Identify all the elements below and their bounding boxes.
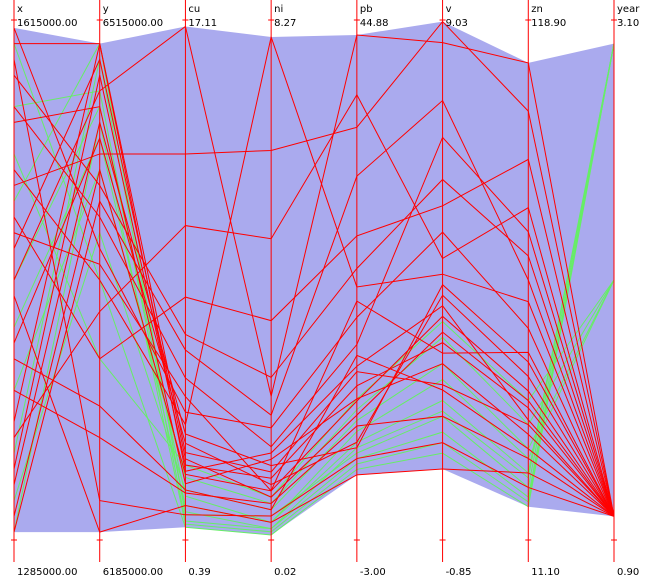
data-line (13, 27, 615, 517)
data-line (13, 153, 615, 498)
tick-label: 0.90 (617, 567, 639, 578)
tick-label: 6515000.00 (103, 18, 163, 29)
data-line (13, 43, 615, 536)
data-line (13, 389, 615, 517)
tick-label: 1615000.00 (17, 18, 77, 29)
tick-label: 118.90 (531, 18, 566, 29)
data-line (13, 122, 615, 517)
data-line (13, 74, 615, 517)
tick-label: 1285000.00 (17, 567, 77, 578)
data-line (13, 43, 615, 523)
tick-label: 0.02 (274, 567, 296, 578)
data-line (13, 99, 615, 533)
data-line (13, 59, 615, 517)
tick-label: -3.00 (360, 567, 386, 578)
data-line (13, 167, 615, 517)
axis-name: y (103, 4, 109, 15)
axis-name: ni (274, 4, 283, 15)
data-line (13, 158, 615, 517)
axis-name: zn (531, 4, 543, 15)
data-line (13, 295, 615, 533)
data-line (14, 43, 615, 517)
tick-label: 17.11 (188, 18, 217, 29)
axis-name: pb (360, 4, 373, 15)
tick-label: 0.39 (188, 567, 210, 578)
data-line (13, 43, 615, 530)
data-line (13, 25, 615, 517)
tick-label: -0.85 (446, 567, 472, 578)
data-line (13, 57, 615, 517)
axis-name: x (17, 4, 23, 15)
data-line (13, 20, 615, 517)
tick-label: 8.27 (274, 18, 296, 29)
data-line (13, 43, 615, 530)
data-line (13, 42, 615, 517)
axis-name: year (617, 4, 640, 15)
tick-label: 11.10 (531, 567, 560, 578)
tick-label: 9.03 (446, 18, 468, 29)
tick-label: 44.88 (360, 18, 389, 29)
data-line (13, 106, 615, 517)
data-line (13, 43, 615, 517)
tick-label: 6185000.00 (103, 567, 163, 578)
tick-label: 3.10 (617, 18, 639, 29)
data-line (13, 354, 615, 517)
data-line (13, 93, 615, 517)
data-line (13, 232, 615, 517)
data-line (13, 136, 615, 517)
axis-name: cu (188, 4, 200, 15)
data-line (13, 35, 615, 517)
axis-name: v (446, 4, 452, 15)
